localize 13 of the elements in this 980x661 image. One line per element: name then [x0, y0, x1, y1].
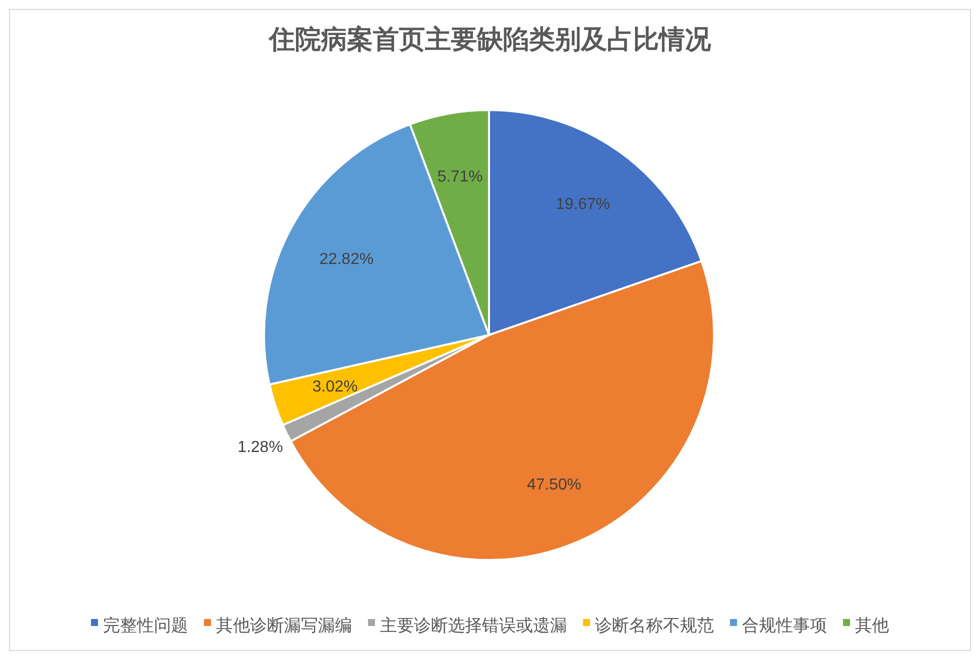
legend-label: 合规性事项 [742, 616, 827, 635]
data-label: 3.02% [312, 378, 358, 396]
data-label: 22.82% [319, 251, 374, 268]
data-label: 47.50% [526, 476, 582, 494]
data-label: 19.67% [556, 196, 610, 213]
data-label: 1.28% [238, 438, 283, 456]
legend-label: 主要诊断选择错误或遗漏 [380, 616, 567, 635]
legend-label: 其他 [855, 616, 889, 635]
legend-label: 诊断名称不规范 [595, 616, 714, 635]
title: 住院病案首页主要缺陷类别及占比情况 [269, 24, 711, 54]
data-label: 5.71% [437, 168, 483, 186]
legend-label: 其他诊断漏写漏编 [216, 616, 352, 635]
legend-label: 完整性问题 [103, 616, 188, 635]
